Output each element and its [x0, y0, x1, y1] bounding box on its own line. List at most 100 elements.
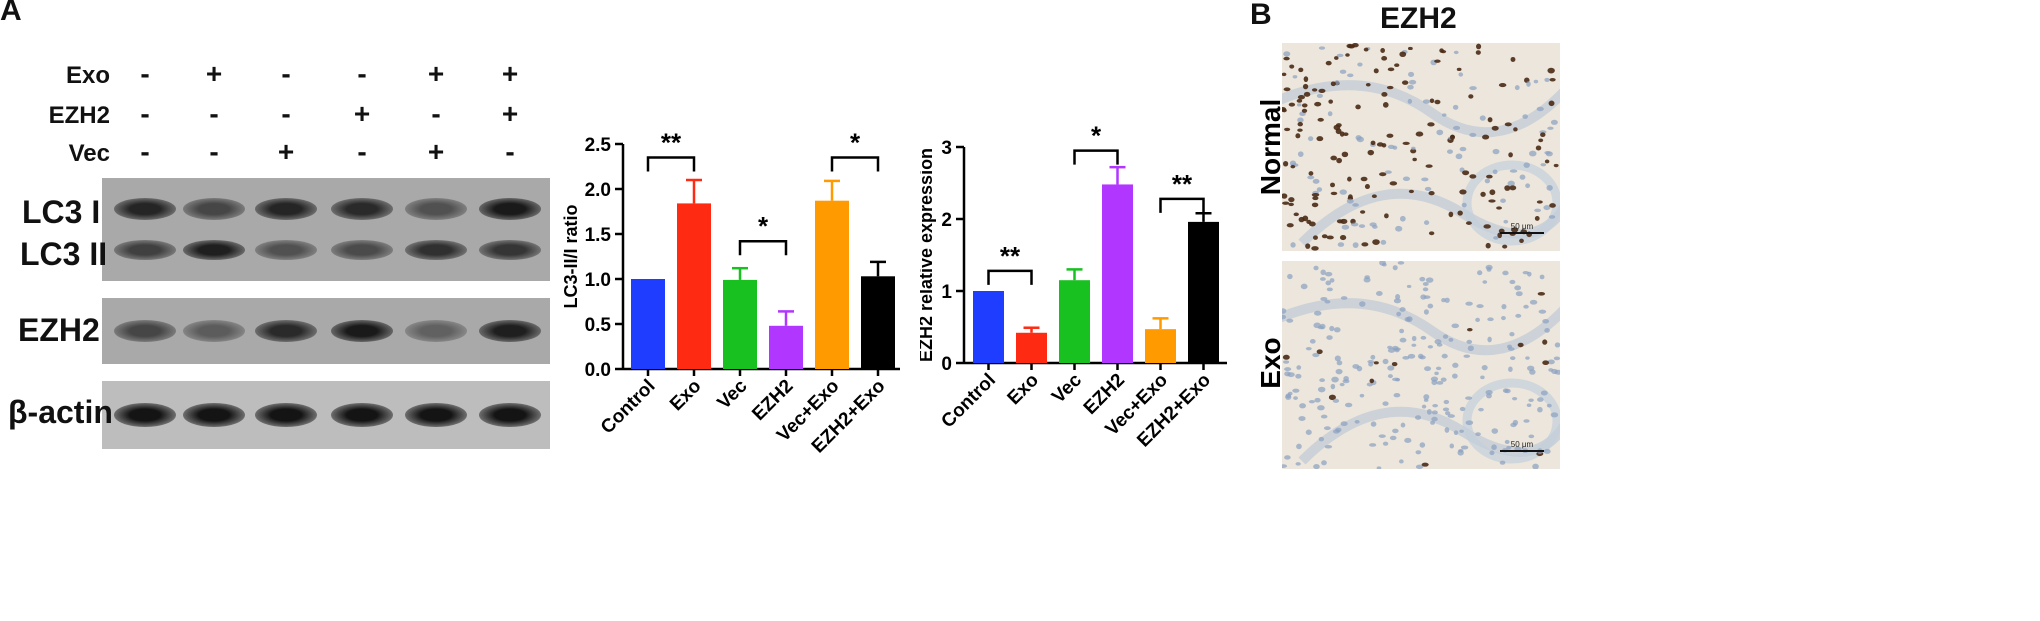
bar-ezh2-exo: [861, 276, 895, 369]
cell-nucleus: [1547, 359, 1555, 365]
cell-nucleus: [1339, 131, 1345, 137]
cell-nucleus: [1431, 410, 1438, 415]
cell-nucleus: [1441, 297, 1446, 303]
cell-nucleus: [1455, 153, 1463, 160]
cell-nucleus: [1283, 56, 1290, 61]
cell-nucleus: [1483, 224, 1491, 229]
cell-nucleus: [1293, 212, 1299, 217]
blot-band-lc3_1: [331, 198, 393, 220]
cell-nucleus: [1285, 394, 1292, 400]
cell-nucleus: [1320, 277, 1326, 281]
cell-nucleus: [1311, 192, 1320, 197]
cell-nucleus: [1282, 108, 1287, 113]
cell-nucleus: [1499, 460, 1506, 465]
cell-nucleus: [1393, 393, 1401, 398]
cell-nucleus: [1448, 211, 1454, 218]
cell-nucleus: [1330, 155, 1338, 161]
cell-nucleus: [1336, 360, 1343, 366]
treatment-sign: +: [277, 136, 295, 167]
cell-nucleus: [1412, 157, 1417, 162]
cell-nucleus: [1303, 91, 1311, 97]
cell-nucleus: [1331, 376, 1339, 383]
cell-nucleus: [1482, 134, 1490, 140]
cell-nucleus: [1547, 126, 1554, 130]
cell-nucleus: [1296, 103, 1302, 107]
cell-nucleus: [1476, 43, 1482, 50]
cell-nucleus: [1282, 160, 1289, 167]
cell-nucleus: [1284, 455, 1291, 460]
bar-ezh2-exo: [1188, 221, 1219, 363]
panel-a-letter: A: [0, 0, 22, 27]
significance-bracket: [1159, 197, 1205, 213]
cell-nucleus: [1376, 142, 1384, 147]
cell-nucleus: [1307, 175, 1315, 180]
tissue-structure: [1462, 160, 1560, 246]
cell-nucleus: [1489, 189, 1496, 196]
cell-nucleus: [1387, 374, 1393, 379]
cell-nucleus: [1489, 450, 1495, 456]
cell-nucleus: [1327, 111, 1333, 117]
significance-bracket: [738, 239, 788, 256]
cell-nucleus: [1369, 378, 1375, 384]
cell-nucleus: [1316, 93, 1323, 98]
blot-band-lc3_2: [405, 240, 467, 260]
cell-nucleus: [1371, 194, 1377, 199]
blot-band-lc3_1: [255, 198, 317, 220]
cell-nucleus: [1466, 339, 1473, 344]
cell-nucleus: [1332, 429, 1340, 434]
cell-nucleus: [1415, 450, 1422, 455]
cell-nucleus: [1282, 354, 1290, 360]
cell-nucleus: [1481, 364, 1488, 371]
cell-nucleus: [1283, 360, 1290, 364]
bar-exo: [677, 203, 711, 369]
cell-nucleus: [1534, 208, 1542, 213]
cell-nucleus: [1339, 382, 1345, 387]
treatment-label-ezh2: EZH2: [48, 102, 110, 129]
cell-nucleus: [1372, 224, 1378, 229]
cell-nucleus: [1288, 197, 1295, 203]
cell-nucleus: [1287, 273, 1293, 280]
cell-nucleus: [1336, 219, 1344, 224]
cell-nucleus: [1312, 235, 1318, 240]
cell-nucleus: [1326, 335, 1333, 340]
cell-nucleus: [1325, 280, 1332, 286]
cell-nucleus: [1364, 183, 1370, 190]
significance-label: **: [1000, 241, 1021, 271]
cell-nucleus: [1420, 335, 1427, 340]
cell-nucleus: [1536, 106, 1544, 112]
cell-nucleus: [1296, 443, 1302, 450]
cell-nucleus: [1486, 393, 1492, 399]
blot-band-lc3_2: [114, 240, 176, 260]
cell-nucleus: [1340, 296, 1348, 300]
treatment-sign: +: [501, 98, 519, 129]
cell-nucleus: [1300, 283, 1308, 290]
cell-nucleus: [1407, 98, 1413, 104]
blot-band-ezh2: [255, 320, 317, 342]
cell-nucleus: [1339, 69, 1347, 74]
blot-band-lc3_2: [479, 240, 541, 260]
cell-nucleus: [1355, 104, 1361, 110]
cell-nucleus: [1319, 323, 1326, 330]
cell-nucleus: [1476, 304, 1484, 309]
cell-nucleus: [1514, 85, 1520, 91]
cell-nucleus: [1295, 373, 1302, 379]
cell-nucleus: [1452, 362, 1459, 368]
y-tick-label: 1.0: [585, 270, 611, 291]
cell-nucleus: [1312, 178, 1320, 184]
cell-nucleus: [1319, 378, 1325, 382]
cell-nucleus: [1423, 295, 1431, 299]
cell-nucleus: [1290, 164, 1296, 169]
blot-band-ezh2: [479, 320, 541, 342]
cell-nucleus: [1492, 148, 1500, 155]
cell-nucleus: [1392, 265, 1398, 271]
x-tick-label: Control: [937, 370, 1000, 433]
cell-nucleus: [1427, 345, 1434, 349]
cell-nucleus: [1301, 108, 1308, 113]
cell-nucleus: [1509, 332, 1515, 337]
cell-nucleus: [1428, 190, 1435, 196]
bar-control: [973, 291, 1004, 363]
cell-nucleus: [1372, 239, 1380, 245]
cell-nucleus: [1491, 428, 1499, 434]
cell-nucleus: [1427, 122, 1435, 127]
treatment-sign: -: [140, 136, 150, 167]
